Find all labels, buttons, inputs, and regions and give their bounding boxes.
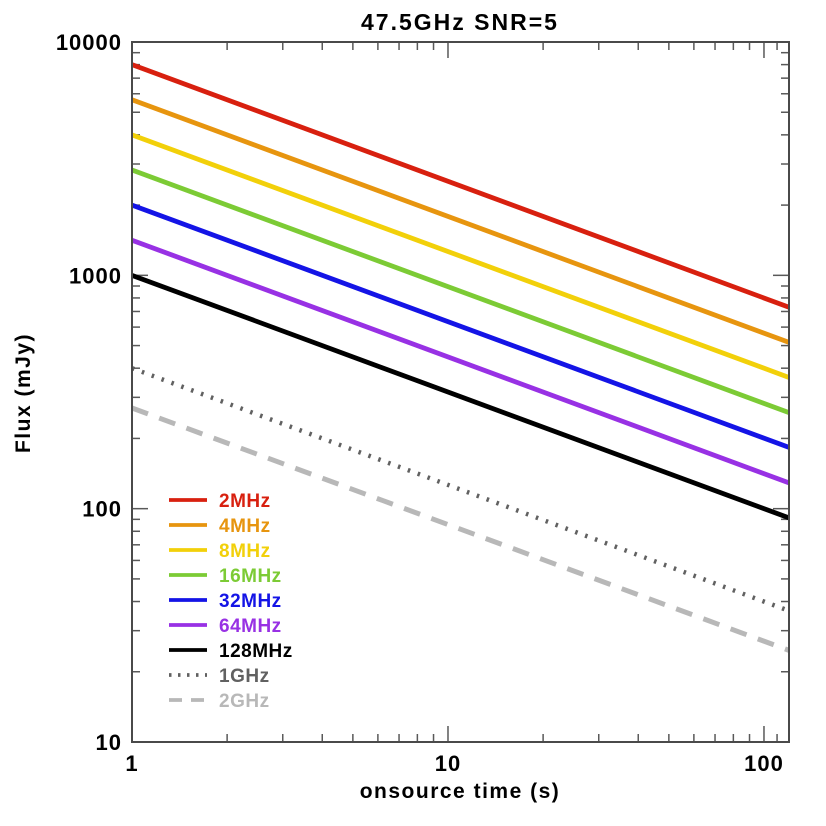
legend-row-64MHz: 64MHz: [169, 616, 282, 637]
legend-row-8MHz: 8MHz: [169, 541, 271, 562]
legend-label-4MHz: 4MHz: [219, 516, 271, 537]
chart-title: 47.5GHz SNR=5: [361, 9, 559, 35]
series-line-4MHz: [131, 97, 790, 345]
y-tick-label: 10: [96, 730, 122, 755]
legend-label-32MHz: 32MHz: [219, 591, 282, 612]
series-line-2GHz: [131, 405, 790, 653]
series-line-16MHz: [131, 167, 790, 415]
legend-label-8MHz: 8MHz: [219, 541, 271, 562]
series-line-128MHz: [131, 273, 790, 521]
y-tick-label: 100: [82, 497, 122, 522]
series-lines: [131, 62, 790, 653]
series-line-64MHz: [131, 237, 790, 486]
x-tick-label: 1: [125, 751, 138, 776]
x-axis-label: onsource time (s): [360, 780, 561, 803]
legend-row-128MHz: 128MHz: [169, 641, 293, 662]
y-tick-label: 1000: [69, 263, 122, 288]
legend-label-16MHz: 16MHz: [219, 566, 282, 587]
legend-label-64MHz: 64MHz: [219, 616, 282, 637]
legend-label-128MHz: 128MHz: [219, 641, 293, 662]
legend-row-16MHz: 16MHz: [169, 566, 282, 587]
legend-row-1GHz: 1GHz: [169, 666, 270, 687]
legend-label-2GHz: 2GHz: [219, 691, 270, 712]
y-axis-label: Flux (mJy): [12, 333, 35, 453]
y-tick-label: 10000: [56, 30, 122, 55]
series-line-1GHz: [131, 366, 790, 613]
plot-frame: [131, 41, 790, 743]
series-line-32MHz: [131, 202, 790, 450]
legend-label-1GHz: 1GHz: [219, 666, 270, 687]
legend-row-32MHz: 32MHz: [169, 591, 282, 612]
legend-row-4MHz: 4MHz: [169, 516, 271, 537]
legend-row-2GHz: 2GHz: [169, 691, 270, 712]
legend-row-2MHz: 2MHz: [169, 491, 271, 512]
legend: 2MHz 4MHz 8MHz 16MHz 32MHz 64MHz 128MHz 1GHz 2GH…: [169, 491, 293, 712]
x-tick-label: 10: [435, 751, 461, 776]
legend-label-2MHz: 2MHz: [219, 491, 271, 512]
x-tick-label: 100: [744, 751, 784, 776]
series-line-8MHz: [131, 132, 790, 380]
series-line-2MHz: [131, 62, 790, 310]
axis-ticks: [131, 41, 789, 743]
